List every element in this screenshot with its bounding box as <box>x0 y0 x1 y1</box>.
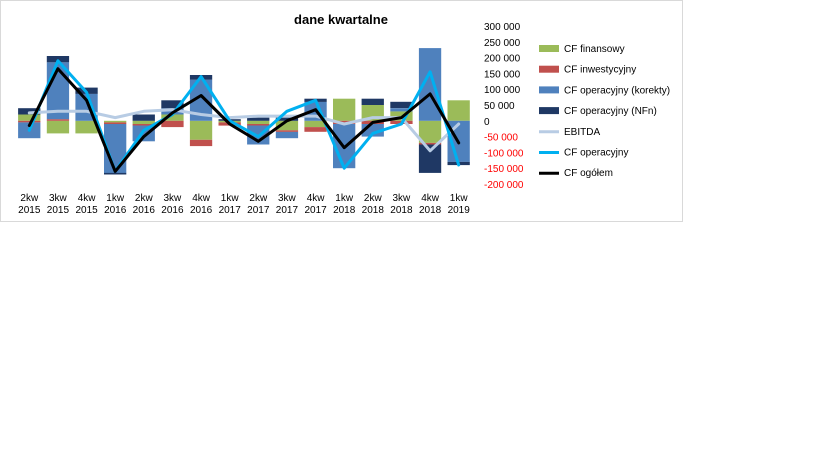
x-tick-label-3-quarter: 4kw <box>78 193 97 204</box>
x-tick-label-8-quarter: 1kw <box>221 193 240 204</box>
bar-2-5 <box>132 124 155 126</box>
y-tick-label-2: 250 000 <box>484 38 521 49</box>
bar-2-6 <box>161 120 184 128</box>
x-tick-label-16-quarter: 1kw <box>450 193 469 204</box>
bar-1-16 <box>447 100 470 121</box>
bar-1-9 <box>247 120 270 124</box>
chart-title: dane kwartalne <box>294 12 388 27</box>
bar-4-9 <box>247 117 270 121</box>
y-tick-label-5: 100 000 <box>484 85 521 96</box>
bar-2-7 <box>189 139 213 147</box>
x-tick-label-1-year: 2015 <box>18 205 41 216</box>
x-tick-label-15-quarter: 4kw <box>421 193 440 204</box>
x-tick-label-4-quarter: 1kw <box>106 193 125 204</box>
legend-swatch-bar-3 <box>539 86 559 94</box>
x-tick-label-8-year: 2017 <box>219 205 242 216</box>
bar-3-14 <box>390 108 413 112</box>
bar-2-10 <box>275 130 299 132</box>
line-1 <box>27 108 461 153</box>
y-tick-label-9: -100 000 <box>484 148 524 159</box>
legend-label-bar-1: CF finansowy <box>564 44 625 55</box>
bar-1-5 <box>132 120 155 124</box>
x-tick-label-7-year: 2016 <box>190 205 213 216</box>
legend-label-bar-2: CF inwestycyjny <box>564 65 636 76</box>
bar-1-12 <box>333 98 356 121</box>
y-tick-label-1: 300 000 <box>484 22 521 33</box>
chart-svg: dane kwartalne 300 000 250 000 200 000 150 … <box>18 12 670 216</box>
legend-swatch-bar-2 <box>539 65 559 73</box>
bar-4-14 <box>390 101 413 109</box>
x-tick-label-9-year: 2017 <box>247 205 270 216</box>
x-tick-label-4-year: 2016 <box>104 205 127 216</box>
y-tick-label-4: 150 000 <box>484 69 521 80</box>
bar-3-10 <box>275 131 299 139</box>
x-tick-label-2-year: 2015 <box>47 205 70 216</box>
bar-2-11 <box>304 127 327 132</box>
bar-4-13 <box>361 98 384 105</box>
y-tick-label-6: 50 000 <box>484 101 515 112</box>
x-tick-label-14-year: 2018 <box>390 205 413 216</box>
x-tick-label-12-quarter: 1kw <box>335 193 354 204</box>
bar-3-7 <box>189 79 213 121</box>
bar-1-3 <box>75 120 98 134</box>
bar-4-15 <box>418 144 442 173</box>
y-tick-label-8: -50 000 <box>484 133 518 144</box>
x-tick-label-2-quarter: 3kw <box>49 193 68 204</box>
y-axis: 300 000 250 000 200 000 150 000 100 000 50 00… <box>484 22 524 191</box>
y-tick-label-10: -150 000 <box>484 164 524 175</box>
x-tick-label-10-quarter: 3kw <box>278 193 297 204</box>
bar-1-2 <box>46 120 70 134</box>
legend-label-line-3: CF ogółem <box>564 168 613 179</box>
x-tick-label-15-year: 2018 <box>419 205 442 216</box>
bar-1-15 <box>418 120 442 143</box>
bar-1-1 <box>18 114 41 121</box>
bar-1-6 <box>161 114 184 121</box>
x-tick-label-14-quarter: 3kw <box>393 193 412 204</box>
x-tick-label-1-quarter: 2kw <box>20 193 39 204</box>
lines-layer <box>27 59 461 173</box>
x-tick-label-9-quarter: 2kw <box>249 193 268 204</box>
x-tick-label-13-year: 2018 <box>362 205 385 216</box>
bar-1-11 <box>304 120 327 128</box>
bar-4-2 <box>46 56 70 63</box>
bar-4-1 <box>18 108 41 115</box>
y-tick-label-11: -200 000 <box>484 180 524 191</box>
legend-label-bar-3: CF operacyjny (korekty) <box>564 85 670 96</box>
y-tick-label-7: 0 <box>484 117 490 128</box>
x-tick-label-11-year: 2017 <box>304 205 327 216</box>
bar-4-6 <box>161 100 184 109</box>
bar-2-12 <box>333 120 356 124</box>
chart-frame: dane kwartalne 300 000 250 000 200 000 150 … <box>0 0 683 222</box>
bar-1-7 <box>189 120 213 140</box>
x-tick-label-10-year: 2017 <box>276 205 299 216</box>
legend-label-bar-4: CF operacyjny (NFn) <box>564 106 657 117</box>
bar-2-4 <box>104 122 127 124</box>
x-tick-label-12-year: 2018 <box>333 205 356 216</box>
legend-label-line-1: EBITDA <box>564 127 600 138</box>
x-tick-label-3-year: 2015 <box>75 205 98 216</box>
line-3 <box>27 67 461 173</box>
bar-2-1 <box>18 120 41 123</box>
bar-2-9 <box>247 124 270 126</box>
legend-label-line-2: CF operacyjny <box>564 148 628 159</box>
x-tick-label-5-quarter: 2kw <box>135 193 154 204</box>
legend: CF finansowy CF inwestycyjny CF operacyjny… <box>539 44 670 179</box>
x-tick-label-7-quarter: 4kw <box>192 193 211 204</box>
bar-1-10 <box>275 120 299 131</box>
bar-4-4 <box>104 172 127 175</box>
x-tick-label-13-quarter: 2kw <box>364 193 383 204</box>
legend-swatch-bar-4 <box>539 107 559 115</box>
x-tick-label-11-quarter: 4kw <box>307 193 326 204</box>
bar-4-5 <box>132 114 155 121</box>
x-tick-label-5-year: 2016 <box>133 205 156 216</box>
x-axis: 2kw20153kw20154kw20151kw20162kw20163kw20… <box>18 193 470 216</box>
x-tick-label-6-year: 2016 <box>161 205 184 216</box>
bar-2-2 <box>46 119 70 121</box>
bar-2-15 <box>418 142 442 145</box>
bar-1-4 <box>104 120 127 123</box>
y-tick-label-3: 200 000 <box>484 54 521 65</box>
legend-swatch-bar-1 <box>539 45 559 52</box>
x-tick-label-6-quarter: 3kw <box>164 193 183 204</box>
x-tick-label-16-year: 2019 <box>448 205 471 216</box>
